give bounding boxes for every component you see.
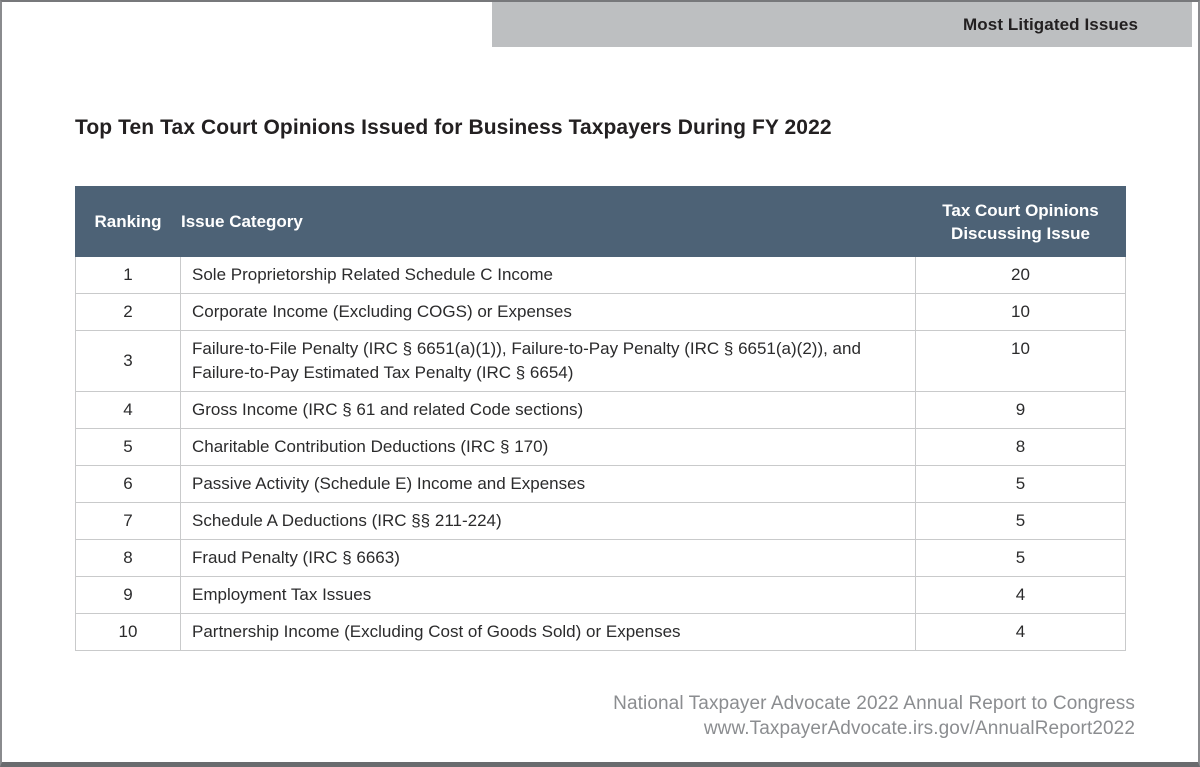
table-row: 1 Sole Proprietorship Related Schedule C…: [75, 256, 1126, 294]
section-banner-label: Most Litigated Issues: [963, 14, 1138, 34]
issue-cell: Fraud Penalty (IRC § 6663): [180, 539, 916, 577]
ranking-cell: 4: [75, 391, 181, 429]
issue-cell: Schedule A Deductions (IRC §§ 211-224): [180, 502, 916, 540]
page-title: Top Ten Tax Court Opinions Issued for Bu…: [75, 116, 832, 139]
issue-cell: Gross Income (IRC § 61 and related Code …: [180, 391, 916, 429]
opinions-cell: 4: [915, 576, 1126, 614]
opinions-cell: 8: [915, 428, 1126, 466]
table-header: Ranking Issue Category Tax Court Opinion…: [75, 186, 1126, 257]
table-row: 7 Schedule A Deductions (IRC §§ 211-224)…: [75, 502, 1126, 540]
issue-cell: Employment Tax Issues: [180, 576, 916, 614]
table-row: 4 Gross Income (IRC § 61 and related Cod…: [75, 391, 1126, 429]
footer-url-line: www.TaxpayerAdvocate.irs.gov/AnnualRepor…: [703, 717, 1135, 739]
table-row: 10 Partnership Income (Excluding Cost of…: [75, 613, 1126, 651]
ranking-cell: 10: [75, 613, 181, 651]
issue-cell: Passive Activity (Schedule E) Income and…: [180, 465, 916, 503]
opinions-cell: 4: [915, 613, 1126, 651]
report-footer: National Taxpayer Advocate 2022 Annual R…: [613, 692, 1135, 741]
column-header-ranking: Ranking: [75, 186, 181, 257]
opinions-cell: 5: [915, 502, 1126, 540]
issue-cell: Corporate Income (Excluding COGS) or Exp…: [180, 293, 916, 331]
ranking-cell: 5: [75, 428, 181, 466]
opinions-cell: 5: [915, 465, 1126, 503]
table-header-row: Ranking Issue Category Tax Court Opinion…: [75, 186, 1126, 257]
tax-court-opinions-table: Ranking Issue Category Tax Court Opinion…: [75, 186, 1126, 651]
table-body: 1 Sole Proprietorship Related Schedule C…: [75, 256, 1126, 651]
table-row: 8 Fraud Penalty (IRC § 6663) 5: [75, 539, 1126, 577]
issue-cell: Charitable Contribution Deductions (IRC …: [180, 428, 916, 466]
table-row: 9 Employment Tax Issues 4: [75, 576, 1126, 614]
ranking-cell: 6: [75, 465, 181, 503]
ranking-cell: 2: [75, 293, 181, 331]
table-row: 5 Charitable Contribution Deductions (IR…: [75, 428, 1126, 466]
issue-cell: Sole Proprietorship Related Schedule C I…: [180, 256, 916, 294]
table-row: 2 Corporate Income (Excluding COGS) or E…: [75, 293, 1126, 331]
ranking-cell: 3: [75, 330, 181, 392]
ranking-cell: 7: [75, 502, 181, 540]
table-row: 3 Failure-to-File Penalty (IRC § 6651(a)…: [75, 330, 1126, 392]
column-header-issue: Issue Category: [180, 186, 916, 257]
footer-source-line: National Taxpayer Advocate 2022 Annual R…: [613, 693, 1135, 714]
opinions-cell: 10: [915, 330, 1126, 392]
opinions-cell: 10: [915, 293, 1126, 331]
table-row: 6 Passive Activity (Schedule E) Income a…: [75, 465, 1126, 503]
ranking-cell: 8: [75, 539, 181, 577]
ranking-cell: 1: [75, 256, 181, 294]
ranking-cell: 9: [75, 576, 181, 614]
opinions-cell: 5: [915, 539, 1126, 577]
opinions-cell: 9: [915, 391, 1126, 429]
opinions-cell: 20: [915, 256, 1126, 294]
column-header-opinions: Tax Court Opinions Discussing Issue: [915, 186, 1126, 257]
section-banner: Most Litigated Issues: [492, 2, 1192, 47]
issue-cell: Failure-to-File Penalty (IRC § 6651(a)(1…: [180, 330, 916, 392]
issue-cell: Partnership Income (Excluding Cost of Go…: [180, 613, 916, 651]
